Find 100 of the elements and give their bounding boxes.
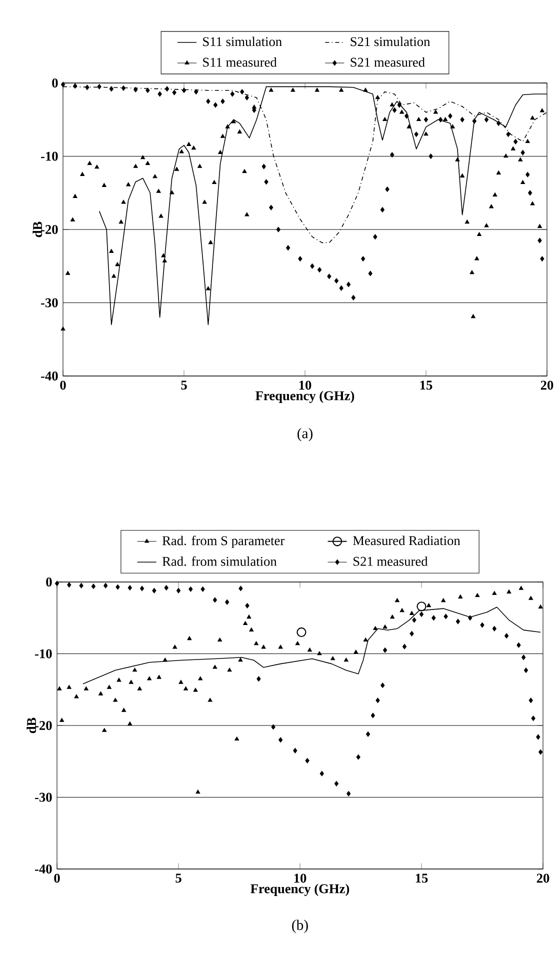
point xyxy=(397,102,402,108)
legend-label: Rad. from simulation xyxy=(162,556,277,566)
point xyxy=(538,238,542,244)
text: (b) xyxy=(292,920,308,934)
point xyxy=(472,118,476,124)
point xyxy=(193,688,198,692)
point xyxy=(212,664,218,669)
point xyxy=(528,698,533,704)
point xyxy=(134,86,138,92)
point xyxy=(526,172,530,178)
point xyxy=(475,593,480,598)
point xyxy=(218,638,222,642)
point xyxy=(390,152,394,158)
legend-label: S21 measured xyxy=(350,57,425,67)
point xyxy=(102,728,107,732)
point xyxy=(198,676,203,680)
point xyxy=(516,642,521,648)
point xyxy=(184,686,188,690)
point xyxy=(468,615,472,621)
point xyxy=(269,204,274,210)
point xyxy=(122,708,126,712)
text: (a) xyxy=(298,428,312,442)
point xyxy=(376,698,380,704)
y-tick-label: -40 xyxy=(40,372,58,380)
point xyxy=(428,154,433,159)
point xyxy=(400,608,404,612)
point xyxy=(98,691,103,696)
point xyxy=(109,86,114,92)
point xyxy=(67,582,72,588)
point xyxy=(416,602,426,612)
point xyxy=(432,615,436,621)
point xyxy=(276,226,280,232)
y-axis-title: dB xyxy=(26,718,36,734)
point xyxy=(370,712,375,718)
point xyxy=(182,88,186,94)
point xyxy=(156,674,162,679)
point xyxy=(244,94,249,100)
point xyxy=(74,694,79,698)
point xyxy=(444,614,448,620)
point xyxy=(496,120,501,126)
point xyxy=(113,698,118,702)
point xyxy=(104,582,108,588)
point xyxy=(256,676,261,682)
point xyxy=(305,758,310,764)
point xyxy=(380,207,385,212)
point xyxy=(504,633,509,638)
point xyxy=(238,586,243,592)
x-tick-label: 20 xyxy=(536,874,550,883)
legend-label: S11 measured xyxy=(203,57,277,67)
point xyxy=(382,648,388,653)
point xyxy=(506,132,510,137)
point xyxy=(361,256,366,262)
point xyxy=(317,651,322,656)
point xyxy=(271,724,276,730)
point xyxy=(540,256,544,262)
point xyxy=(262,164,266,170)
point xyxy=(513,138,518,144)
point xyxy=(286,245,290,250)
point xyxy=(441,598,446,602)
point xyxy=(419,612,424,617)
y-tick-label: -20 xyxy=(40,225,58,234)
point xyxy=(240,89,244,94)
point xyxy=(176,588,181,594)
point xyxy=(243,621,248,626)
point xyxy=(334,780,339,786)
y-tick-label: -10 xyxy=(40,152,58,161)
x-tick-label: 5 xyxy=(181,380,187,390)
point xyxy=(492,590,497,595)
point xyxy=(116,584,120,590)
x-tick-label: 10 xyxy=(299,380,312,390)
point xyxy=(363,638,368,642)
point xyxy=(356,754,360,760)
point xyxy=(278,737,283,743)
x-tick-label: 15 xyxy=(420,380,432,390)
point xyxy=(60,82,66,88)
point xyxy=(227,668,232,672)
point xyxy=(506,590,512,594)
point xyxy=(402,644,407,650)
point xyxy=(84,686,88,690)
point xyxy=(310,263,314,269)
x-tick-label: 0 xyxy=(60,380,66,390)
point xyxy=(327,274,332,280)
point xyxy=(164,86,170,92)
point xyxy=(368,270,372,276)
point xyxy=(518,586,524,590)
y-tick-label: 0 xyxy=(46,578,52,587)
y-tick-label: -30 xyxy=(40,298,58,308)
point xyxy=(261,644,266,649)
point xyxy=(448,113,452,119)
point xyxy=(438,116,443,122)
point xyxy=(334,278,339,284)
point xyxy=(146,88,150,94)
legend-label: Rad. from S parameter xyxy=(162,536,284,548)
point xyxy=(121,85,126,91)
point xyxy=(354,650,358,654)
point xyxy=(344,658,348,662)
point xyxy=(206,98,210,104)
point xyxy=(254,641,258,646)
point xyxy=(320,770,324,776)
y-tick-label: -10 xyxy=(35,649,52,658)
